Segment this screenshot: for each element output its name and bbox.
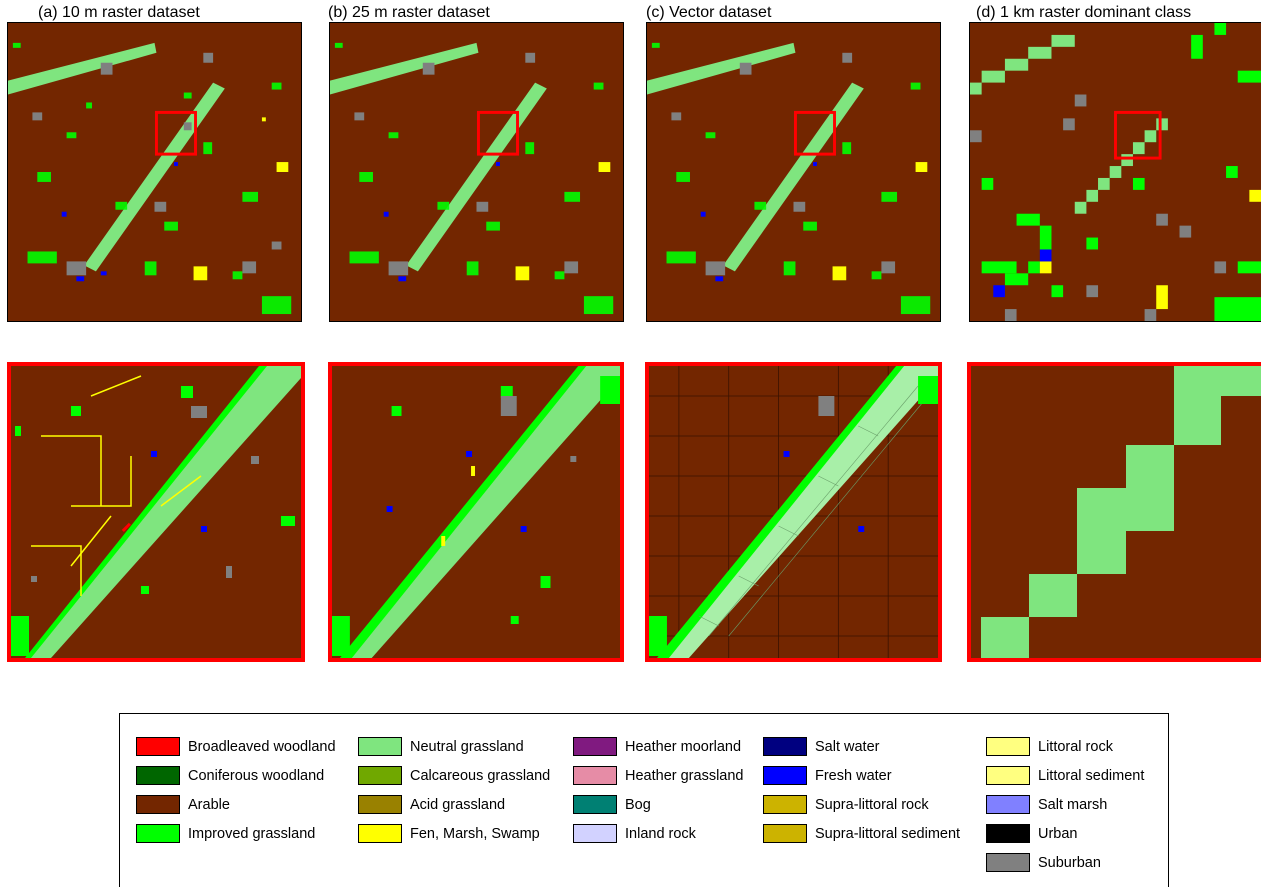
legend-item: Salt marsh xyxy=(986,790,1144,819)
legend-swatch xyxy=(358,737,402,756)
legend-swatch xyxy=(573,824,617,843)
panel-title-d: (d) 1 km raster dominant class xyxy=(976,4,1192,21)
legend-label: Littoral sediment xyxy=(1038,767,1145,784)
legend-label: Bog xyxy=(625,796,651,813)
zoom-box xyxy=(793,110,836,156)
legend-label: Coniferous woodland xyxy=(188,767,325,784)
map-vector xyxy=(646,22,941,322)
legend-item: Arable xyxy=(136,790,336,819)
legend-item: Littoral rock xyxy=(986,732,1144,761)
legend-item: Urban xyxy=(986,819,1144,848)
legend-item: Inland rock xyxy=(573,819,744,848)
legend-label: Suburban xyxy=(1038,854,1101,871)
legend-swatch xyxy=(358,824,402,843)
legend-swatch xyxy=(763,795,807,814)
legend-item: Bog xyxy=(573,790,744,819)
legend-item: Improved grassland xyxy=(136,819,336,848)
legend-item: Fresh water xyxy=(763,761,960,790)
legend-column-1: Broadleaved woodland Coniferous woodland… xyxy=(136,732,336,848)
legend-swatch xyxy=(136,824,180,843)
legend-label: Fresh water xyxy=(815,767,892,784)
legend-swatch xyxy=(573,766,617,785)
map-1km-raster xyxy=(969,22,1261,322)
legend: Broadleaved woodland Coniferous woodland… xyxy=(119,713,1169,887)
legend-item: Coniferous woodland xyxy=(136,761,336,790)
legend-item: Salt water xyxy=(763,732,960,761)
legend-label: Salt marsh xyxy=(1038,796,1108,813)
legend-label: Calcareous grassland xyxy=(410,767,551,784)
legend-item: Littoral sediment xyxy=(986,761,1144,790)
legend-swatch xyxy=(358,795,402,814)
neutral-grassland-strip xyxy=(647,42,864,272)
legend-label: Heather moorland xyxy=(625,738,742,755)
legend-swatch xyxy=(763,824,807,843)
legend-column-3: Heather moorland Heather grassland Bog I… xyxy=(573,732,744,848)
legend-item: Heather moorland xyxy=(573,732,744,761)
panel-title-c: (c) Vector dataset xyxy=(646,4,772,21)
map-25m-raster xyxy=(329,22,624,322)
legend-label: Salt water xyxy=(815,738,880,755)
legend-label: Arable xyxy=(188,796,230,813)
legend-column-2: Neutral grassland Calcareous grassland A… xyxy=(358,732,550,848)
neutral-grassland-strip xyxy=(330,42,547,272)
legend-swatch xyxy=(358,766,402,785)
legend-item: Heather grassland xyxy=(573,761,744,790)
legend-swatch xyxy=(986,795,1030,814)
legend-item: Fen, Marsh, Swamp xyxy=(358,819,550,848)
legend-item: Suburban xyxy=(986,848,1144,877)
zoom-25m-raster xyxy=(328,362,624,662)
legend-label: Heather grassland xyxy=(625,767,744,784)
legend-swatch xyxy=(986,737,1030,756)
zoom-box xyxy=(154,110,197,156)
panel-title-b: (b) 25 m raster dataset xyxy=(328,4,490,21)
legend-swatch xyxy=(986,853,1030,872)
zoom-10m-raster xyxy=(7,362,305,662)
zoom-box xyxy=(1114,110,1162,160)
legend-swatch xyxy=(763,766,807,785)
legend-label: Fen, Marsh, Swamp xyxy=(410,825,540,842)
legend-label: Inland rock xyxy=(625,825,696,842)
legend-label: Acid grassland xyxy=(410,796,506,813)
legend-item: Supra-littoral sediment xyxy=(763,819,960,848)
legend-label: Neutral grassland xyxy=(410,738,524,755)
legend-item: Neutral grassland xyxy=(358,732,550,761)
legend-item: Calcareous grassland xyxy=(358,761,550,790)
legend-item: Supra-littoral rock xyxy=(763,790,960,819)
zoom-box xyxy=(476,110,519,156)
zoom-vector xyxy=(645,362,942,662)
legend-label: Littoral rock xyxy=(1038,738,1113,755)
legend-item: Acid grassland xyxy=(358,790,550,819)
legend-column-4: Salt water Fresh water Supra-littoral ro… xyxy=(763,732,960,848)
legend-swatch xyxy=(136,737,180,756)
legend-column-5: Littoral rock Littoral sediment Salt mar… xyxy=(986,732,1144,877)
map-10m-raster xyxy=(7,22,302,322)
zoom-1km-raster xyxy=(967,362,1261,662)
legend-swatch xyxy=(136,795,180,814)
legend-label: Improved grassland xyxy=(188,825,316,842)
legend-swatch xyxy=(573,795,617,814)
legend-label: Supra-littoral sediment xyxy=(815,825,961,842)
neutral-grassland-cells xyxy=(970,34,1168,214)
legend-item: Broadleaved woodland xyxy=(136,732,336,761)
legend-swatch xyxy=(763,737,807,756)
legend-label: Broadleaved woodland xyxy=(188,738,336,755)
legend-swatch xyxy=(573,737,617,756)
legend-label: Urban xyxy=(1038,825,1078,842)
legend-swatch xyxy=(986,766,1030,785)
legend-swatch xyxy=(986,824,1030,843)
legend-label: Supra-littoral rock xyxy=(815,796,929,813)
panel-title-a: (a) 10 m raster dataset xyxy=(38,4,200,21)
legend-swatch xyxy=(136,766,180,785)
